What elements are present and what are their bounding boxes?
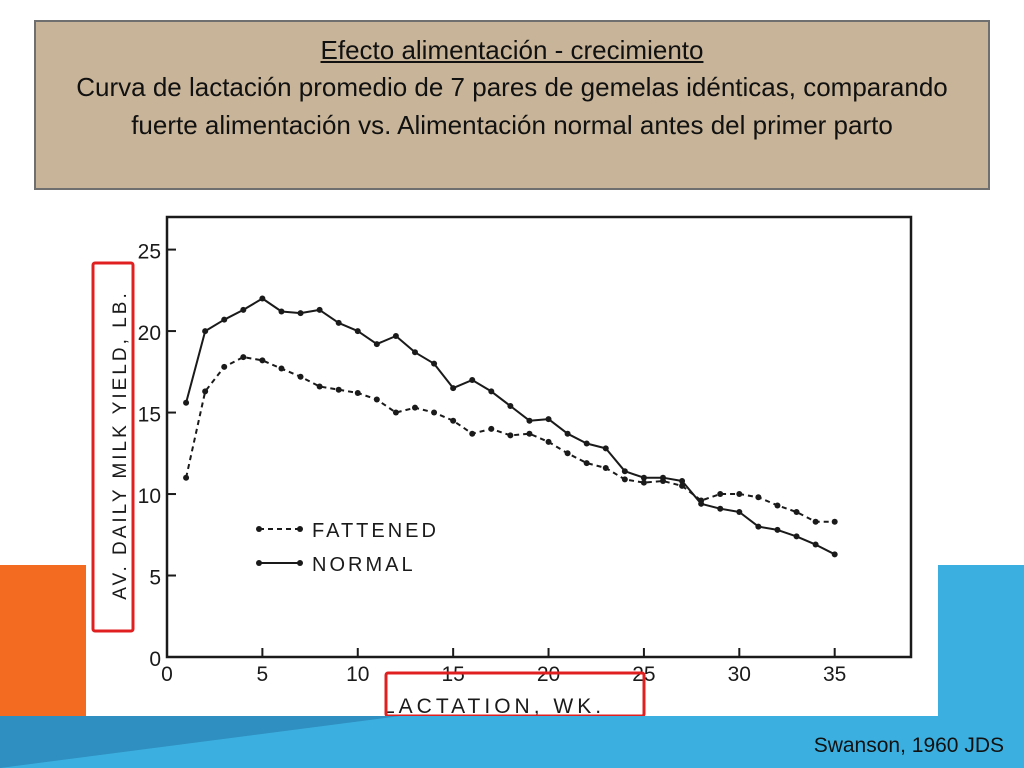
data-point-fattened [507,432,514,439]
data-point-normal [698,500,705,507]
slide-title: Efecto alimentación - crecimiento [320,35,704,65]
data-point-normal [183,399,190,406]
data-point-normal [660,474,666,481]
series-line-normal [185,297,836,556]
data-point-normal [354,328,361,335]
data-point-fattened [526,430,533,437]
data-point-normal [774,526,781,533]
legend-marker [297,560,303,566]
data-point-normal [259,295,266,302]
x-tick-label: 35 [823,663,846,686]
data-point-normal [755,523,762,530]
data-point-fattened [412,404,418,411]
data-point-normal [469,376,476,383]
data-point-fattened [717,491,724,498]
source-credit: Swanson, 1960 JDS [813,734,1004,757]
data-point-fattened [316,383,323,390]
data-point-normal [545,416,552,423]
x-tick-label: 10 [346,663,369,686]
data-point-normal [583,440,590,447]
plot-frame [165,215,913,659]
data-point-normal [392,332,399,339]
data-point-fattened [679,482,686,489]
data-point-fattened [640,479,647,486]
data-point-normal [450,385,457,392]
slide-title-box: Efecto alimentación - crecimiento Curva … [34,20,990,190]
data-point-normal [526,417,533,424]
data-point-fattened [755,494,762,501]
data-point-fattened [297,373,304,380]
data-point-normal [621,468,628,475]
data-point-normal [488,388,495,395]
data-point-fattened [240,354,247,361]
data-point-normal [335,319,342,326]
data-point-fattened [774,502,781,509]
y-tick-label: 10 [138,485,161,508]
legend-marker [256,560,262,566]
data-point-fattened [373,396,380,403]
y-tick-label: 0 [149,648,161,671]
y-tick-label: 5 [149,567,161,590]
series-line-fattened [185,356,835,523]
x-tick-label: 5 [257,663,269,686]
x-axis-label-highlight [384,671,646,716]
data-point-fattened [621,476,628,483]
legend-marker [297,526,303,532]
data-point-fattened [335,386,342,393]
data-point-fattened [278,365,285,372]
data-point-fattened [221,363,228,370]
data-point-fattened [545,438,552,445]
data-point-normal [717,505,724,512]
data-point-fattened [812,518,819,525]
y-tick-label: 20 [138,322,161,345]
data-point-fattened [736,491,743,498]
data-point-normal [240,306,247,313]
chart-panel: 0 5 10 15 20 25 0 5 10 15 20 25 30 35 FATTENED NORMAL AV… [86,205,938,716]
data-point-normal [793,533,800,540]
data-point-normal [221,316,228,323]
data-point-fattened [469,430,476,437]
x-axis-label: LACTATION, WK. [383,695,605,716]
data-point-fattened [431,409,438,416]
data-point-fattened [831,518,838,525]
data-point-fattened [183,474,190,481]
data-point-fattened [259,357,266,364]
bottom-dark-triangle [0,716,400,768]
data-point-normal [736,508,743,515]
data-point-normal [640,474,647,481]
data-point-normal [202,328,209,335]
data-point-normal [412,349,418,356]
data-point-normal [297,310,304,317]
data-point-fattened [392,409,399,416]
data-point-normal [831,551,838,558]
slide-subtitle: Curva de lactación promedio de 7 pares d… [76,72,948,140]
data-point-normal [564,430,571,437]
y-axis-label: AV. DAILY MILK YIELD, LB. [110,290,131,599]
legend-label: NORMAL [312,554,416,576]
data-point-normal [679,478,686,484]
data-point-fattened [602,464,609,471]
y-tick-label: 25 [138,241,161,264]
data-point-normal [373,341,380,348]
legend-marker [256,526,262,532]
data-point-fattened [354,390,361,396]
y-tick-label: 15 [138,404,161,427]
data-point-normal [602,445,609,452]
legend-label: FATTENED [312,520,439,542]
data-point-fattened [488,425,495,432]
data-point-normal [316,306,323,313]
data-point-normal [278,308,285,315]
data-point-fattened [793,508,800,515]
data-point-fattened [450,417,457,424]
data-point-fattened [564,450,571,457]
data-point-normal [507,403,514,410]
data-point-normal [431,360,438,367]
x-tick-label: 30 [728,663,751,686]
data-point-normal [812,541,819,548]
x-tick-label: 0 [161,663,173,686]
data-point-fattened [202,388,209,395]
y-axis-label-highlight [91,261,135,633]
data-point-fattened [583,460,590,467]
